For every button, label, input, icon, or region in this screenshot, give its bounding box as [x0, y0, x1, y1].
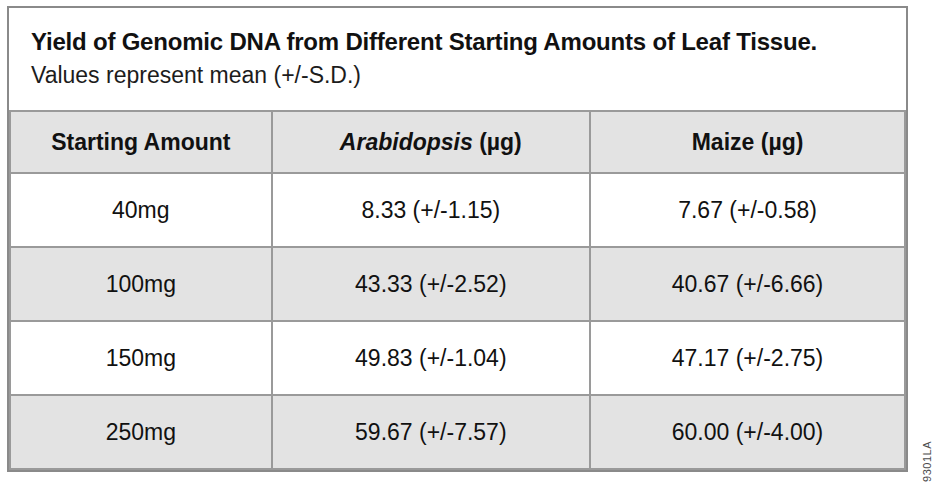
cell-arabidopsis: 8.33 (+/-1.15) [272, 173, 590, 247]
table-body: 40mg 8.33 (+/-1.15) 7.67 (+/-0.58) 100mg… [10, 173, 905, 469]
cell-maize: 7.67 (+/-0.58) [590, 173, 905, 247]
title-block: Yield of Genomic DNA from Different Star… [9, 8, 906, 92]
cell-amount: 100mg [10, 247, 272, 321]
cell-maize: 60.00 (+/-4.00) [590, 395, 905, 469]
cell-amount: 250mg [10, 395, 272, 469]
figure-frame: Yield of Genomic DNA from Different Star… [7, 6, 908, 472]
cell-maize: 40.67 (+/-6.66) [590, 247, 905, 321]
header-arabidopsis: Arabidopsis (µg) [272, 111, 590, 173]
header-starting-amount: Starting Amount [10, 111, 272, 173]
cell-amount: 40mg [10, 173, 272, 247]
header-arabidopsis-name: Arabidopsis [340, 129, 473, 155]
cell-arabidopsis: 59.67 (+/-7.57) [272, 395, 590, 469]
table-row: 100mg 43.33 (+/-2.52) 40.67 (+/-6.66) [10, 247, 905, 321]
cell-maize: 47.17 (+/-2.75) [590, 321, 905, 395]
cell-arabidopsis: 49.83 (+/-1.04) [272, 321, 590, 395]
cell-amount: 150mg [10, 321, 272, 395]
header-arabidopsis-unit: (µg) [473, 129, 522, 155]
cell-arabidopsis: 43.33 (+/-2.52) [272, 247, 590, 321]
table-row: 150mg 49.83 (+/-1.04) 47.17 (+/-2.75) [10, 321, 905, 395]
yield-table: Starting Amount Arabidopsis (µg) Maize (… [9, 110, 906, 470]
header-row: Starting Amount Arabidopsis (µg) Maize (… [10, 111, 905, 173]
figure-subtitle: Values represent mean (+/-S.D.) [31, 58, 884, 92]
table-header: Starting Amount Arabidopsis (µg) Maize (… [10, 111, 905, 173]
table-row: 40mg 8.33 (+/-1.15) 7.67 (+/-0.58) [10, 173, 905, 247]
header-maize: Maize (µg) [590, 111, 905, 173]
figure-number-watermark: 9301LA [921, 441, 933, 482]
table-row: 250mg 59.67 (+/-7.57) 60.00 (+/-4.00) [10, 395, 905, 469]
figure-title: Yield of Genomic DNA from Different Star… [31, 26, 884, 58]
